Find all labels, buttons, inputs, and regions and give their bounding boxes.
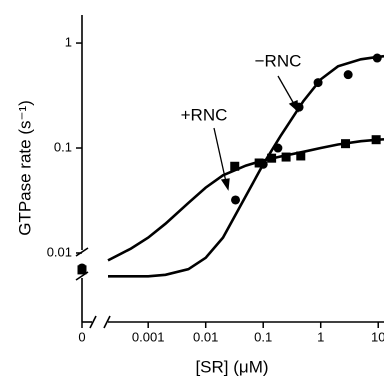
x-tick-label: 1 — [317, 329, 324, 344]
y-tick-label: 1 — [65, 34, 72, 49]
x-tick-label: 0 — [78, 329, 85, 344]
square-marker — [77, 265, 87, 275]
axes — [75, 15, 384, 329]
fit-line — [108, 54, 384, 278]
square-marker — [341, 139, 351, 149]
square-marker — [267, 153, 277, 163]
square-marker — [230, 161, 240, 171]
y-axis-label: GTPase rate (s⁻¹) — [15, 100, 34, 236]
arrow-head — [220, 178, 230, 191]
x-tick-label: 0.001 — [132, 329, 165, 344]
y-tick-label: 0.01 — [47, 244, 72, 259]
square-marker — [281, 152, 291, 162]
axis-break — [103, 315, 111, 329]
square-marker — [254, 158, 264, 168]
circle-marker — [343, 70, 353, 80]
annotation-arrows — [213, 75, 299, 191]
fit-line — [107, 138, 384, 262]
arrow — [277, 75, 295, 105]
x-tick-label: 0.01 — [193, 329, 218, 344]
x-tick-label: 0.1 — [254, 329, 272, 344]
square-marker — [371, 135, 381, 145]
square-marker — [296, 151, 306, 161]
axis-break — [75, 247, 89, 257]
x-tick-label: 10 — [371, 329, 384, 344]
circle-marker — [273, 143, 283, 153]
axis-break — [89, 315, 97, 329]
circle-marker — [313, 78, 323, 88]
arrow — [213, 127, 227, 183]
x-axis-label: [SR] (μM) — [195, 357, 268, 376]
annotation: +RNC — [181, 105, 228, 124]
annotation: −RNC — [255, 51, 302, 70]
y-tick-label: 0.1 — [54, 139, 72, 154]
circle-marker — [372, 53, 382, 63]
circle-marker — [231, 195, 241, 205]
circle-marker — [294, 102, 304, 112]
